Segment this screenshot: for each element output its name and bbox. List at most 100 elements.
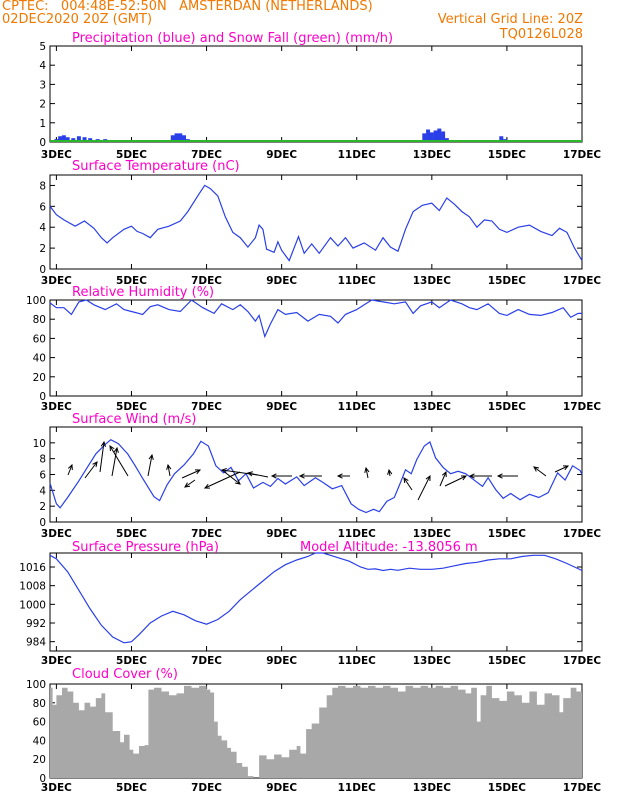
header-grid-note: Vertical Grid Line: 20Z bbox=[437, 12, 583, 27]
y-tick-label: 5 bbox=[39, 41, 46, 53]
x-tick-label: 3DEC bbox=[41, 782, 72, 794]
y-tick-label: 80 bbox=[33, 314, 46, 326]
wind-arrow-head bbox=[496, 473, 503, 479]
x-tick-label: 11DEC bbox=[338, 149, 377, 161]
precip-bar bbox=[174, 133, 179, 142]
precip-bar bbox=[441, 131, 446, 142]
wind-arrow bbox=[147, 454, 153, 477]
y-tick-label: 2 bbox=[39, 243, 46, 255]
x-tick-label: 13DEC bbox=[413, 401, 452, 413]
x-tick-label: 15DEC bbox=[488, 528, 527, 540]
y-tick-label: 4 bbox=[39, 60, 46, 72]
y-tick-label: 992 bbox=[26, 618, 46, 630]
y-tick-label: 8 bbox=[39, 180, 46, 192]
y-tick-label: 80 bbox=[33, 698, 46, 710]
x-tick-label: 9DEC bbox=[266, 149, 297, 161]
wind-arrow-head bbox=[441, 470, 447, 478]
x-tick-label: 15DEC bbox=[488, 655, 527, 667]
y-tick-label: 40 bbox=[33, 735, 46, 747]
x-tick-label: 7DEC bbox=[191, 782, 222, 794]
y-tick-label: 6 bbox=[39, 470, 46, 482]
panel-title: Cloud Cover (%) bbox=[72, 667, 178, 682]
x-tick-label: 3DEC bbox=[41, 401, 72, 413]
precip-bar bbox=[426, 129, 431, 142]
wind-arrow bbox=[403, 477, 413, 491]
precip-bar bbox=[178, 133, 183, 142]
series-line bbox=[49, 438, 583, 514]
y-tick-label: 984 bbox=[26, 637, 46, 649]
y-tick-label: 4 bbox=[39, 485, 46, 497]
series-line bbox=[49, 184, 583, 262]
wind-arrow-head bbox=[184, 482, 191, 488]
y-tick-label: 40 bbox=[33, 353, 46, 365]
precip-bar bbox=[499, 136, 504, 142]
header-run-time: 02DEC2020 20Z (GMT) bbox=[2, 12, 153, 27]
panel-title: Surface Wind (m/s) bbox=[72, 412, 196, 427]
y-tick-label: 0 bbox=[39, 137, 46, 149]
x-tick-label: 17DEC bbox=[563, 149, 602, 161]
precip-bar bbox=[429, 132, 434, 142]
y-tick-label: 1000 bbox=[19, 599, 46, 611]
wind-arrow bbox=[204, 471, 241, 489]
wind-arrow-head bbox=[336, 473, 343, 479]
panel-frame bbox=[49, 552, 583, 652]
wind-arrow-head bbox=[235, 479, 241, 485]
x-tick-label: 9DEC bbox=[266, 275, 297, 287]
y-tick-label: 20 bbox=[33, 372, 46, 384]
x-tick-label: 7DEC bbox=[191, 149, 222, 161]
y-tick-label: 3 bbox=[39, 79, 46, 91]
y-tick-label: 0 bbox=[39, 773, 46, 785]
wind-arrow bbox=[247, 472, 269, 478]
wind-arrow bbox=[533, 466, 547, 477]
wind-arrow-head bbox=[148, 453, 154, 460]
wind-arrow bbox=[439, 471, 447, 487]
wind-arrow-head bbox=[166, 463, 172, 470]
wind-arrow-head bbox=[425, 474, 431, 482]
x-tick-label: 9DEC bbox=[266, 528, 297, 540]
panel-title: Precipitation (blue) and Snow Fall (gree… bbox=[72, 31, 393, 46]
x-tick-label: 13DEC bbox=[413, 782, 452, 794]
x-tick-label: 13DEC bbox=[413, 275, 452, 287]
wind-arrow bbox=[167, 464, 171, 477]
wind-arrow bbox=[181, 469, 201, 479]
wind-arrow-head bbox=[194, 469, 202, 475]
y-tick-label: 100 bbox=[26, 295, 46, 307]
x-tick-label: 3DEC bbox=[41, 655, 72, 667]
x-tick-label: 17DEC bbox=[563, 528, 602, 540]
y-tick-label: 2 bbox=[39, 99, 46, 111]
wind-arrow bbox=[444, 475, 467, 487]
wind-arrow-head bbox=[387, 468, 393, 475]
x-tick-label: 11DEC bbox=[338, 401, 377, 413]
panel-title: Surface Temperature (nC) bbox=[72, 159, 240, 174]
wind-arrow bbox=[365, 467, 369, 479]
header-model-code: TQ0126L028 bbox=[499, 27, 583, 42]
x-tick-label: 9DEC bbox=[266, 655, 297, 667]
wind-arrow bbox=[554, 465, 569, 473]
x-tick-label: 5DEC bbox=[116, 528, 147, 540]
wind-arrow bbox=[184, 479, 196, 488]
x-tick-label: 5DEC bbox=[116, 655, 147, 667]
x-tick-label: 15DEC bbox=[488, 149, 527, 161]
y-tick-label: 0 bbox=[39, 391, 46, 403]
wind-arrow-head bbox=[460, 475, 468, 481]
wind-arrow bbox=[67, 464, 73, 476]
precip-bar bbox=[61, 135, 66, 142]
y-tick-label: 0 bbox=[39, 517, 46, 529]
x-tick-label: 11DEC bbox=[338, 782, 377, 794]
x-tick-label: 7DEC bbox=[191, 655, 222, 667]
wind-arrow-head bbox=[113, 446, 119, 453]
header-location: CPTEC: 004:48E-52:50N AMSTERDAN (NETHERL… bbox=[2, 0, 373, 14]
wind-arrow-head bbox=[562, 465, 570, 471]
x-tick-label: 3DEC bbox=[41, 275, 72, 287]
wind-arrow-head bbox=[92, 461, 98, 468]
precip-bar bbox=[182, 135, 187, 142]
wind-arrow bbox=[99, 441, 105, 473]
y-tick-label: 6 bbox=[39, 201, 46, 213]
x-tick-label: 17DEC bbox=[563, 275, 602, 287]
x-tick-label: 7DEC bbox=[191, 401, 222, 413]
x-tick-label: 5DEC bbox=[116, 782, 147, 794]
x-tick-label: 13DEC bbox=[413, 149, 452, 161]
panel-title: Relative Humidity (%) bbox=[72, 285, 214, 300]
x-tick-label: 7DEC bbox=[191, 275, 222, 287]
precip-bar bbox=[65, 137, 70, 142]
